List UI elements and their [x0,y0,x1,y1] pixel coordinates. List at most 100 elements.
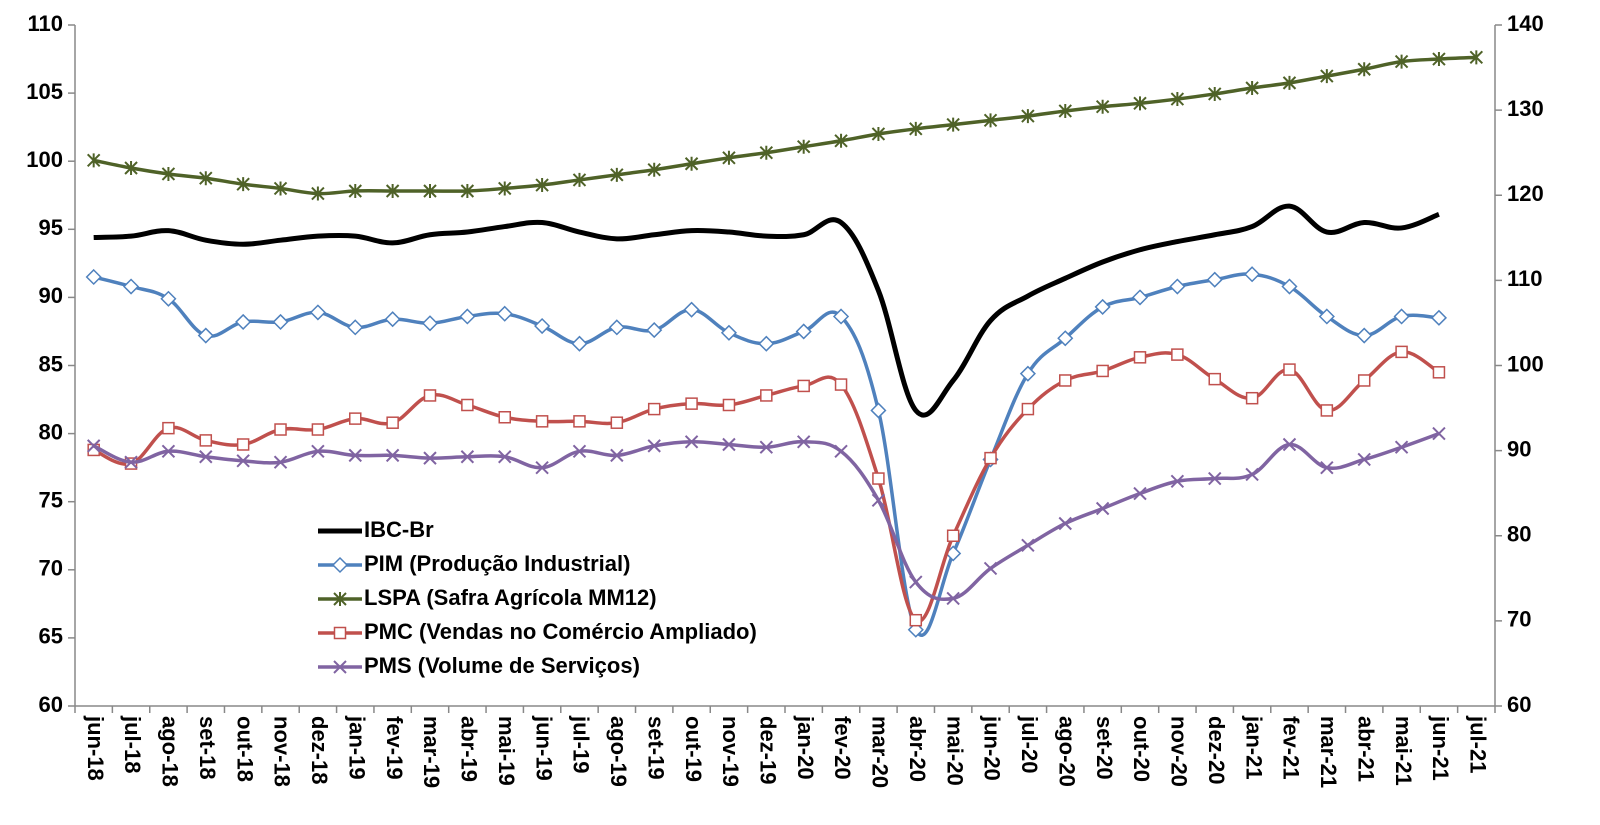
legend-label: LSPA (Safra Agrícola MM12) [364,585,657,610]
marker [871,493,886,508]
marker [236,438,250,451]
marker [273,455,288,469]
marker [984,451,997,465]
marker [1432,52,1446,67]
legend-label: PIM (Produção Industrial) [364,551,630,576]
y2-tick-label: 90 [1507,436,1531,461]
marker [684,156,699,171]
marker [759,145,774,160]
marker [1395,345,1408,359]
marker [1357,374,1371,387]
marker [1281,278,1298,295]
marker [1469,50,1484,65]
x-tick-label: dez-18 [307,716,332,784]
y2-tick-label: 120 [1507,181,1544,206]
series-line [92,431,1440,602]
x-tick-label: dez-19 [756,716,781,784]
marker [610,416,624,429]
marker [1430,309,1448,326]
marker [460,450,475,464]
marker [834,133,848,148]
marker [946,591,960,606]
marker [1244,266,1261,283]
x-tick-label: mar-21 [1316,716,1341,788]
x-tick-label: mai-21 [1391,716,1416,786]
marker [1432,426,1446,441]
x-tick-label: jul-18 [120,715,145,773]
marker [572,444,587,459]
marker [1394,440,1409,454]
marker [423,389,437,402]
x-tick-label: out-18 [232,716,257,782]
marker [235,313,252,330]
series-line [93,203,1440,418]
marker [386,416,399,429]
legend-label: PMC (Vendas no Comércio Ampliado) [364,619,757,644]
marker [311,186,325,201]
marker [1282,75,1297,90]
marker [498,450,512,464]
marker [1133,96,1147,111]
marker [331,556,349,574]
x-tick-label: set-19 [643,716,668,780]
y2-tick-label: 130 [1507,96,1544,121]
x-tick-label: ago-20 [1054,716,1079,787]
marker [311,444,325,459]
legend-label: IBC-Br [364,517,434,542]
x-tick-label: jul-21 [1466,715,1491,773]
legend-label: PMS (Volume de Serviços) [364,653,640,678]
marker [199,171,213,186]
x-tick-label: jan-20 [793,715,818,780]
marker [1356,327,1373,344]
marker [385,183,400,198]
marker [1393,308,1410,325]
marker [124,161,138,176]
marker [1282,437,1297,452]
marker [1245,80,1259,95]
marker [759,440,774,454]
marker [274,423,287,436]
marker [1131,289,1149,306]
y2-tick-label: 80 [1507,522,1531,547]
marker [122,278,140,295]
x-tick-label: jun-20 [980,715,1005,781]
marker [199,450,213,464]
marker [461,398,474,412]
x-tick-label: jan-21 [1241,715,1266,780]
marker [870,402,887,419]
marker [1171,348,1184,361]
marker [684,435,699,449]
marker [1208,372,1221,386]
marker [1059,374,1072,387]
marker [647,439,661,453]
marker [647,402,661,416]
marker [983,561,998,576]
marker [572,172,587,187]
marker [872,472,885,485]
marker [1357,452,1371,467]
marker [333,660,347,674]
marker [1208,86,1222,101]
marker [85,268,102,286]
marker [1021,109,1035,124]
y-tick-label: 110 [28,11,64,36]
marker [647,162,661,177]
x-tick-label: jun-19 [531,715,556,781]
marker [760,389,773,402]
marker [608,319,625,336]
marker [758,335,775,352]
marker [535,415,549,428]
marker [160,290,177,307]
marker [946,117,960,132]
marker [1432,366,1446,379]
marker [871,126,886,141]
marker [309,304,326,321]
series-line [93,272,1440,637]
marker [236,177,250,192]
marker [1057,330,1074,347]
marker [460,183,475,198]
x-tick-label: mai-19 [494,716,519,786]
marker [832,308,850,325]
marker [1095,99,1110,114]
